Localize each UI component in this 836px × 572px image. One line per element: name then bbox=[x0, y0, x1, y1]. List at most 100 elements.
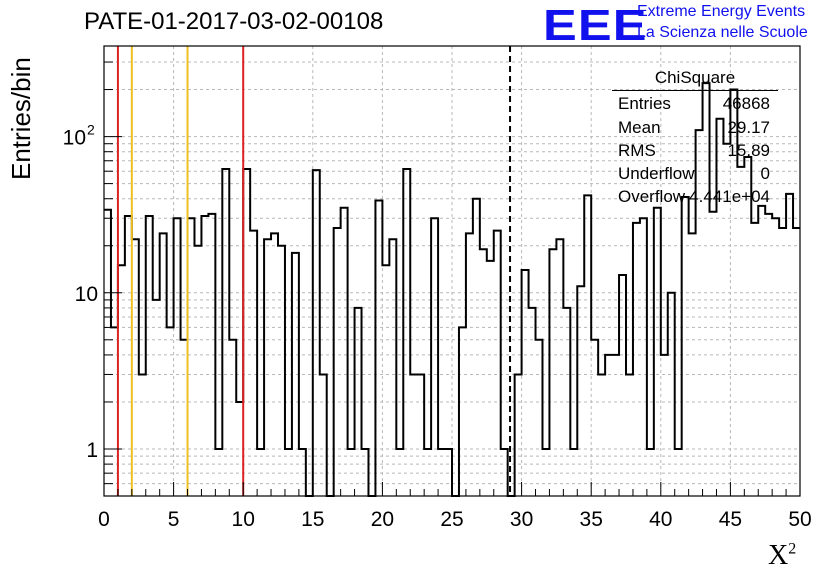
stat-label: Mean bbox=[618, 118, 661, 137]
histogram-bin bbox=[605, 355, 612, 496]
histogram-bin bbox=[278, 246, 285, 496]
histogram-bin bbox=[271, 233, 278, 496]
histogram-bin bbox=[229, 340, 236, 496]
histogram-bin bbox=[222, 169, 229, 496]
histogram-bin bbox=[549, 249, 556, 496]
stat-value: 4.441e+04 bbox=[689, 187, 770, 206]
x-tick-label: 35 bbox=[580, 508, 603, 531]
x-tick-label: 5 bbox=[168, 508, 180, 531]
histogram-bin bbox=[132, 239, 139, 496]
histogram-bin bbox=[765, 214, 772, 496]
histogram-bin bbox=[536, 340, 543, 496]
histogram-bin bbox=[445, 449, 452, 496]
histogram-bin bbox=[598, 374, 605, 496]
histogram-bin bbox=[208, 214, 215, 496]
histogram-bin bbox=[167, 327, 174, 496]
histogram-bin bbox=[243, 169, 250, 496]
x-tick-label: 10 bbox=[232, 508, 255, 531]
histogram-bin bbox=[389, 239, 396, 496]
y-axis-label: Entries/bin bbox=[6, 57, 36, 180]
histogram-bin bbox=[494, 231, 501, 496]
histogram-bin bbox=[194, 246, 201, 496]
histogram-bin bbox=[515, 374, 522, 496]
x-axis-label-superscript: 2 bbox=[788, 540, 797, 558]
histogram-bin bbox=[633, 223, 640, 496]
histogram-bin bbox=[201, 216, 208, 496]
histogram-bin bbox=[382, 265, 389, 496]
eee-logo: EEE bbox=[543, 1, 648, 50]
histogram-bin bbox=[501, 449, 508, 496]
histogram-bin bbox=[188, 218, 195, 496]
y-tick-label: 1 bbox=[86, 439, 98, 462]
histogram-bin bbox=[355, 308, 362, 496]
stat-label: Overflow bbox=[618, 187, 686, 206]
histogram-bin bbox=[174, 218, 181, 496]
histogram-bin bbox=[612, 355, 619, 496]
histogram-bin bbox=[556, 239, 563, 496]
chart-title: PATE-01-2017-03-02-00108 bbox=[84, 8, 384, 35]
histogram-bin bbox=[487, 261, 494, 496]
histogram-bin bbox=[285, 449, 292, 496]
x-tick-label: 30 bbox=[510, 508, 533, 531]
histogram-bin bbox=[118, 265, 125, 496]
histogram-bin bbox=[563, 308, 570, 496]
histogram-bin bbox=[640, 218, 647, 496]
histogram-bin bbox=[181, 340, 188, 496]
histogram-bin bbox=[160, 233, 167, 496]
x-tick-label: 50 bbox=[788, 508, 811, 531]
histogram-bin bbox=[577, 286, 584, 496]
histogram-bin bbox=[438, 449, 445, 496]
histogram-bin bbox=[459, 327, 466, 496]
histogram-bin bbox=[661, 355, 668, 496]
histogram-bin bbox=[348, 449, 355, 496]
stats-title: ChiSquare bbox=[654, 68, 736, 87]
x-tick-label: 40 bbox=[649, 508, 672, 531]
histogram-bin bbox=[396, 449, 403, 496]
histogram-bin bbox=[125, 216, 132, 496]
histogram-bin bbox=[710, 212, 717, 496]
histogram-bin bbox=[668, 293, 675, 496]
histogram-bin bbox=[654, 208, 661, 496]
histogram-bin bbox=[139, 374, 146, 496]
histogram-bin bbox=[146, 216, 153, 496]
histogram-bin bbox=[682, 197, 689, 496]
histogram-bin bbox=[779, 228, 786, 496]
histogram-bin bbox=[786, 194, 793, 496]
histogram-bin bbox=[153, 300, 160, 496]
histogram-bin bbox=[737, 167, 744, 496]
histogram-bin bbox=[403, 169, 410, 496]
histogram-bin bbox=[758, 206, 765, 496]
histogram-bin bbox=[473, 199, 480, 496]
stat-value: 0 bbox=[760, 164, 770, 183]
stat-value: 46868 bbox=[722, 94, 770, 113]
stat-label: Entries bbox=[618, 94, 671, 113]
x-tick-label: 25 bbox=[440, 508, 463, 531]
histogram-bin bbox=[236, 402, 243, 496]
stats-box: ChiSquare Entries 46868 Mean 29.17 RMS 1… bbox=[612, 66, 778, 216]
histogram-bin bbox=[104, 210, 111, 496]
y-tick-label: 10 bbox=[75, 283, 98, 306]
histogram-bin bbox=[529, 308, 536, 496]
x-tick-label: 45 bbox=[719, 508, 742, 531]
histogram-bin bbox=[299, 449, 306, 496]
histogram-bin bbox=[689, 233, 696, 496]
histogram-bin bbox=[215, 449, 222, 496]
histogram-bin bbox=[292, 253, 299, 496]
stat-value: 15.89 bbox=[727, 141, 770, 160]
logo-text-line1: Extreme Energy Events bbox=[637, 3, 806, 20]
histogram-bin bbox=[584, 195, 591, 496]
stat-value: 29.17 bbox=[727, 118, 770, 137]
histogram-bin bbox=[647, 449, 654, 496]
histogram-bin bbox=[751, 223, 758, 496]
histogram-bin bbox=[334, 228, 341, 496]
histogram-bin bbox=[431, 218, 438, 496]
histogram-bin bbox=[111, 327, 118, 496]
histogram-bin bbox=[466, 233, 473, 496]
histogram-bin bbox=[250, 231, 257, 496]
histogram-bin bbox=[417, 374, 424, 496]
histogram-bin bbox=[257, 449, 264, 496]
x-tick-label: 15 bbox=[301, 508, 324, 531]
histogram-bin bbox=[375, 200, 382, 496]
histogram-bin bbox=[591, 340, 598, 496]
stats-separator bbox=[612, 90, 778, 91]
